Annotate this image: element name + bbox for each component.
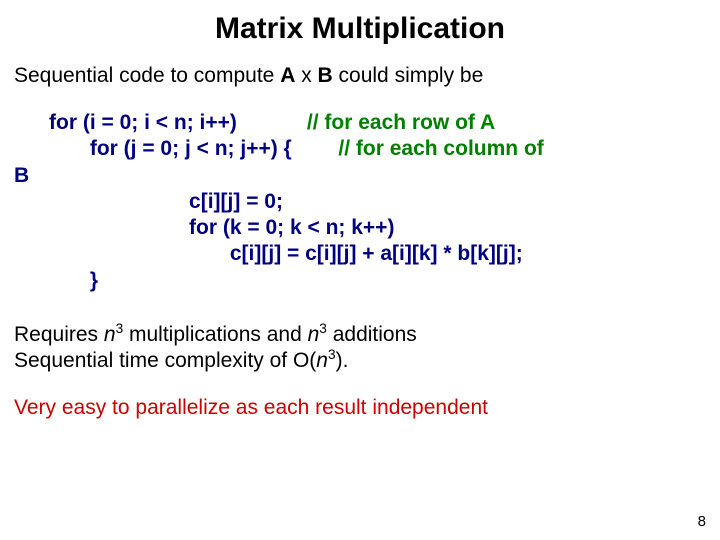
requires-line: Requires n3 multiplications and n3 addit… [14,322,706,348]
comment-col-b: // for each column of [338,137,543,160]
req-n1: n [104,323,116,346]
bigoh-line: Sequential time complexity of O(n3). [14,348,706,374]
code-line-1: for (i = 0; i < n; i++) // for each row … [14,110,706,136]
code-block: for (i = 0; i < n; i++) // for each row … [0,88,720,294]
req-exp2: 3 [319,321,327,336]
code-line-7: } [14,268,706,294]
code-line-4: c[i][j] = 0; [14,189,706,215]
complexity-text: Requires n3 multiplications and n3 addit… [0,294,720,375]
comment-row-a: // for each row of A [307,111,495,134]
code-line-2: for (j = 0; j < n; j++) { // for each co… [14,136,706,162]
code-line-6: c[i][j] = c[i][j] + a[i][k] * b[k][j]; [14,241,706,267]
req-n2: n [308,323,320,346]
code-l2a: for (j = 0; j < n; j++) { [14,137,338,160]
req-end: additions [327,323,417,346]
parallel-note: Very easy to parallelize as each result … [0,374,720,420]
complexity-post: ). [336,349,349,372]
slide-title: Matrix Multiplication [0,0,720,46]
req-mid: multiplications and [123,323,307,346]
bigoh-n: n [316,349,328,372]
expr-a: A [280,64,295,87]
code-l1a: for (i = 0; i < n; i++) [14,111,307,134]
expr-x: x [295,64,317,87]
bigoh-exp: 3 [328,347,336,362]
req-p1: Requires [14,323,104,346]
intro-text: Sequential code to compute A x B could s… [0,46,720,88]
intro-suffix: could simply be [333,64,484,87]
expr-b: B [318,64,333,87]
page-number: 8 [698,513,706,530]
intro-prefix: Sequential code to compute [14,64,280,87]
code-line-3: B [14,163,706,189]
code-line-5: for (k = 0; k < n; k++) [14,215,706,241]
complexity-pre: Sequential time complexity of O( [14,349,316,372]
